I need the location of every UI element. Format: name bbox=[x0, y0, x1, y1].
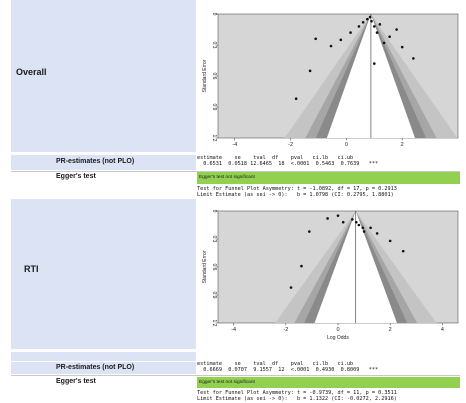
y-tick-label: 0.9 bbox=[211, 104, 217, 111]
rti-egger-result: Egger's test not significant bbox=[199, 380, 255, 385]
x-tick-label: 0 bbox=[336, 327, 339, 333]
data-point bbox=[366, 17, 369, 21]
divider bbox=[11, 171, 460, 172]
data-point bbox=[370, 19, 373, 23]
y-tick-label: 0.6 bbox=[211, 73, 217, 80]
data-point bbox=[395, 28, 398, 31]
y-tick-label: 1.2 bbox=[211, 320, 217, 327]
data-point bbox=[375, 232, 379, 235]
overall-pr-values: 0.6531 0.0518 12.6465 18 <.0001 0.5463 0… bbox=[197, 161, 379, 167]
data-point bbox=[308, 69, 312, 73]
rti-label: RTI bbox=[24, 264, 39, 274]
overall-egger-line2: Limit Estimate (as sei -> 0): b = 1.0798… bbox=[197, 192, 394, 198]
data-point bbox=[339, 38, 343, 42]
rti-pr-header: estimate se tval df pval ci.lb ci.ub bbox=[197, 361, 354, 367]
data-point bbox=[412, 57, 415, 60]
data-point bbox=[361, 226, 365, 230]
y-axis-label: Standard Error bbox=[202, 250, 208, 283]
data-point bbox=[378, 23, 382, 26]
data-point bbox=[362, 230, 366, 233]
data-point bbox=[369, 226, 372, 230]
rti-egger-line2: Limit Estimate (as sei -> 0): b = 1.1322… bbox=[197, 396, 397, 402]
overall-egger-result: Egger's test not significant bbox=[199, 175, 255, 180]
data-point bbox=[400, 45, 404, 49]
data-point bbox=[349, 31, 352, 34]
data-point bbox=[289, 286, 293, 289]
x-tick-label: 0 bbox=[345, 142, 348, 148]
x-axis-label: Log Odds bbox=[327, 335, 349, 341]
rti-pr-label: PR-estimates (not PLO) bbox=[56, 364, 135, 371]
data-point bbox=[294, 97, 298, 101]
x-tick-label: 2 bbox=[401, 142, 404, 148]
data-point bbox=[354, 220, 358, 224]
overall-egger-result-bar bbox=[197, 172, 460, 184]
overall-pr-header: estimate se tval df pval ci.lb ci.ub bbox=[197, 155, 354, 161]
data-point bbox=[388, 239, 392, 243]
y-tick-label: 1.2 bbox=[211, 135, 217, 142]
funnel-plot-rti: -4 -2 0 2 4 0 0.3 0.6 0.9 1.2 Standard Error Log Od… bbox=[202, 210, 459, 341]
x-tick-label: -4 bbox=[232, 142, 237, 148]
data-point bbox=[357, 25, 361, 28]
data-point bbox=[351, 218, 354, 221]
data-point bbox=[361, 20, 365, 24]
data-point bbox=[326, 217, 329, 220]
y-tick-label: 0.3 bbox=[211, 42, 217, 49]
divider bbox=[11, 375, 460, 376]
rti-pr-label-cell bbox=[11, 362, 196, 374]
data-point bbox=[357, 223, 361, 227]
overall-egger-line1: Test for Funnel Plot Asymmetry: t = -1.0… bbox=[197, 186, 397, 192]
x-tick-label: -2 bbox=[288, 142, 293, 148]
overall-label-cell bbox=[11, 0, 196, 152]
data-point bbox=[382, 41, 386, 45]
x-tick-label: 2 bbox=[389, 327, 392, 333]
rti-egger-result-bar bbox=[197, 377, 460, 388]
data-point bbox=[341, 220, 345, 224]
x-tick-label: -2 bbox=[283, 327, 288, 333]
data-point bbox=[329, 44, 333, 48]
data-point bbox=[336, 214, 340, 217]
funnel-plot-overall: -4 -2 0 2 0 0.3 0.6 0.9 1.2 Standard Error bbox=[202, 13, 459, 148]
rti-label-cell bbox=[11, 199, 196, 349]
y-tick-label: 0.9 bbox=[211, 292, 217, 299]
y-tick-label: 0.6 bbox=[211, 264, 217, 271]
rti-egger-label: Egger's test bbox=[56, 378, 96, 385]
y-axis-label: Standard Error bbox=[202, 59, 208, 92]
data-point bbox=[372, 62, 376, 65]
data-point bbox=[368, 15, 372, 19]
y-tick-label: 0 bbox=[211, 13, 217, 16]
data-point bbox=[372, 25, 376, 28]
overall-label: Overall bbox=[16, 67, 47, 77]
data-point bbox=[401, 249, 405, 253]
data-point bbox=[300, 264, 303, 268]
y-tick-label: 0.3 bbox=[211, 236, 217, 243]
y-tick-label: 0 bbox=[211, 210, 217, 213]
data-point bbox=[308, 230, 311, 233]
rti-spacer-cell bbox=[11, 352, 196, 361]
rti-pr-values: 0.6669 0.0707 9.1557 12 <.0001 0.4930 0.… bbox=[197, 367, 379, 373]
overall-pr-label-cell bbox=[11, 155, 196, 170]
data-point bbox=[388, 35, 391, 39]
data-point bbox=[375, 31, 379, 34]
x-tick-label: -4 bbox=[231, 327, 236, 333]
data-point bbox=[314, 37, 317, 41]
rti-egger-line1: Test for Funnel Plot Asymmetry: t = -0.9… bbox=[197, 390, 397, 396]
overall-egger-label: Egger's test bbox=[56, 173, 96, 180]
overall-pr-label: PR-estimates (not PLO) bbox=[56, 158, 135, 165]
x-tick-label: 4 bbox=[441, 327, 444, 333]
